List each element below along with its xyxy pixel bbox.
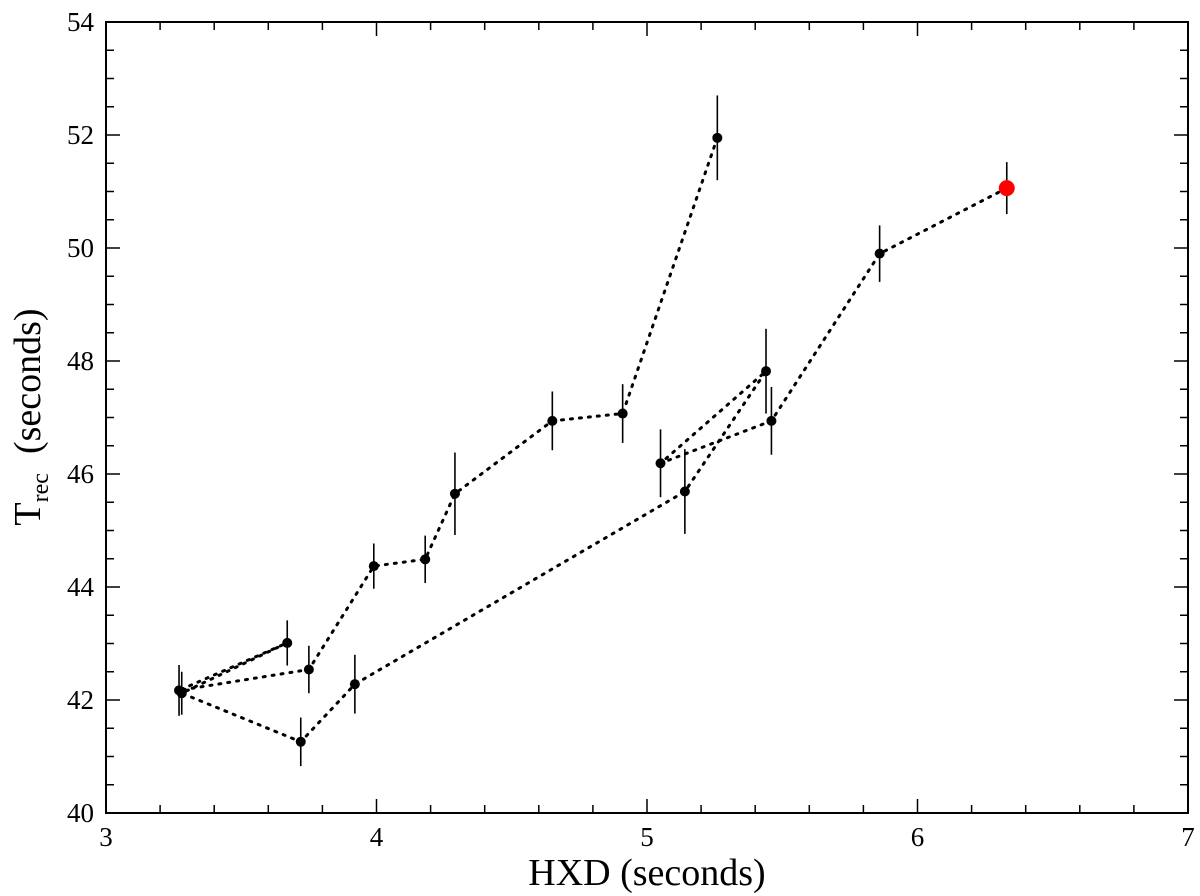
- y-tick-label: 44: [67, 572, 95, 602]
- y-tick-label: 52: [67, 120, 94, 150]
- data-point: [420, 554, 431, 565]
- y-axis-title-subscript: rec: [28, 473, 54, 502]
- data-point: [761, 366, 772, 377]
- y-tick-label: 42: [67, 685, 94, 715]
- grid-layer: [105, 21, 1189, 814]
- data-point: [368, 561, 379, 572]
- marker-layer: [174, 132, 1015, 747]
- x-tick-label: 4: [370, 822, 384, 852]
- x-tick-label: 5: [640, 822, 654, 852]
- y-axis-title-suffix: (seconds): [7, 308, 49, 473]
- highlighted-data-point: [998, 180, 1015, 197]
- series-connector-line: [177, 136, 1009, 744]
- data-point: [295, 736, 306, 747]
- y-tick-label: 40: [67, 798, 94, 828]
- x-tick-label: 7: [1181, 822, 1195, 852]
- tick-label-layer: 3 4 5 6 7 40 42 44 46 48 50 52 54: [67, 7, 1195, 852]
- x-tick-label: 6: [911, 822, 925, 852]
- data-point: [766, 415, 777, 426]
- data-point: [303, 664, 314, 675]
- x-tick-label: 3: [99, 822, 113, 852]
- y-tick-label: 50: [67, 233, 94, 263]
- y-tick-label: 54: [67, 7, 95, 37]
- y-axis-title: Trec (seconds): [7, 308, 54, 525]
- y-axis-title-main: T: [7, 502, 49, 525]
- data-point: [176, 688, 187, 699]
- error-bar-layer: [178, 95, 1008, 767]
- data-point: [282, 637, 293, 648]
- data-point: [874, 248, 885, 259]
- connector-layer: [177, 136, 1009, 744]
- data-point: [349, 679, 360, 690]
- y-tick-label: 46: [67, 459, 94, 489]
- data-point: [617, 408, 628, 419]
- data-point: [655, 458, 666, 469]
- data-point: [449, 488, 460, 499]
- data-point: [547, 415, 558, 426]
- data-point: [679, 486, 690, 497]
- y-tick-label: 48: [67, 346, 94, 376]
- plot-frame: [105, 21, 1189, 814]
- data-point: [712, 132, 723, 143]
- x-axis-title: HXD (seconds): [528, 852, 765, 894]
